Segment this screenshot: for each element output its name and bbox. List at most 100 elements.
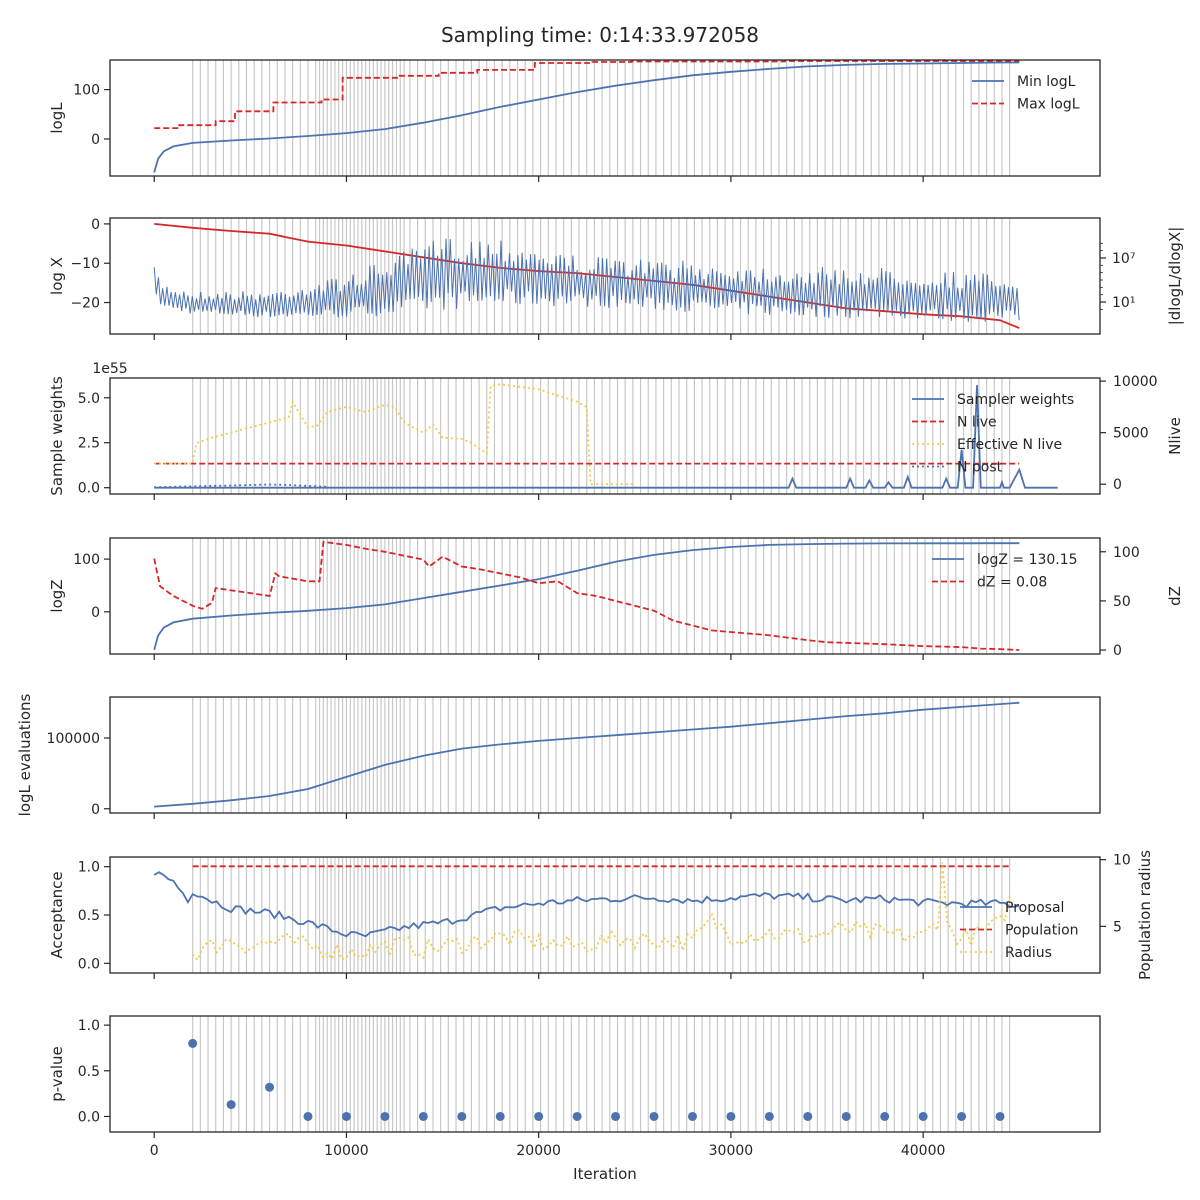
series-dz-0-08 bbox=[153, 540, 1020, 651]
y2-axis-label: Nlive bbox=[1166, 417, 1184, 455]
x-axis-label: Iteration bbox=[573, 1165, 637, 1183]
y2-axis-label: Population radius bbox=[1136, 850, 1154, 980]
data-point bbox=[880, 1111, 890, 1121]
data-point bbox=[380, 1111, 390, 1121]
series-min-logl bbox=[153, 61, 1020, 173]
y-tick-label: −20 bbox=[70, 296, 100, 312]
data-point bbox=[764, 1111, 774, 1121]
legend-label: dZ = 0.08 bbox=[977, 575, 1047, 591]
update-lines bbox=[192, 218, 1011, 334]
legend: logZ = 130.15 dZ = 0.08 bbox=[932, 552, 1078, 591]
update-lines bbox=[192, 857, 1011, 973]
y-tick-label: 0.5 bbox=[78, 1064, 100, 1080]
y-tick-label: 1.0 bbox=[78, 1018, 100, 1034]
series-logX bbox=[153, 238, 1020, 322]
panel-weights: 0.0 2.5 5.0 Sample weights 1e55 0 5000 10000 Nli… bbox=[48, 361, 1184, 500]
plot-area bbox=[153, 538, 1020, 654]
axes-frame bbox=[109, 537, 1101, 655]
axes-frame bbox=[109, 217, 1101, 335]
series-effective-n-live bbox=[154, 383, 635, 486]
update-lines bbox=[192, 378, 1011, 494]
y-axis-label: Sample weights bbox=[48, 376, 66, 496]
legend: Proposal Population Radius bbox=[960, 900, 1079, 961]
y-axis-label: logL bbox=[48, 102, 66, 134]
legend-label: Sampler weights bbox=[957, 392, 1074, 408]
y2-tick-label: 5 bbox=[1113, 919, 1122, 935]
panel-logZ: 0 100 logZ 0 50 100 dZ logZ = 130.15 dZ = 0.08 bbox=[48, 537, 1184, 660]
y2-axis-label: dZ bbox=[1166, 586, 1184, 606]
offset-text: 1e55 bbox=[92, 361, 127, 377]
y-tick-label: 0 bbox=[91, 605, 100, 621]
update-lines bbox=[192, 1016, 1011, 1132]
plot-area bbox=[153, 857, 1020, 973]
y-axis-label: logZ bbox=[48, 579, 66, 612]
legend-label: Min logL bbox=[1017, 74, 1076, 90]
data-point bbox=[841, 1111, 851, 1121]
y-axis-label: logL evaluations bbox=[16, 693, 34, 816]
data-point bbox=[957, 1111, 967, 1121]
data-point bbox=[265, 1082, 275, 1092]
x-tick-label: 30000 bbox=[709, 1143, 754, 1159]
panel-acceptance: 0.0 0.5 1.0 Acceptance 5 10 Population radius P… bbox=[48, 850, 1154, 980]
series-radius bbox=[192, 862, 1011, 962]
data-point bbox=[572, 1111, 582, 1121]
data-point bbox=[226, 1100, 236, 1110]
x-tick-label: 20000 bbox=[516, 1143, 561, 1159]
y-tick-label: 100000 bbox=[47, 731, 100, 747]
plot-area bbox=[188, 1016, 1011, 1132]
series-proposal bbox=[153, 871, 1020, 938]
series-logz-130-15 bbox=[153, 542, 1020, 651]
y-tick-label: 0.0 bbox=[78, 956, 100, 972]
legend: Sampler weights N live Effective N live N p… bbox=[912, 392, 1074, 476]
y-tick-label: 2.5 bbox=[78, 436, 100, 452]
axes-frame bbox=[109, 377, 1101, 495]
data-point bbox=[611, 1111, 621, 1121]
y-tick-label: 0 bbox=[91, 217, 100, 233]
series-max-logl bbox=[154, 60, 1020, 129]
legend-label: Radius bbox=[1005, 945, 1052, 961]
y-axis-label: log X bbox=[48, 257, 66, 295]
data-point bbox=[918, 1111, 928, 1121]
legend-label: logZ = 130.15 bbox=[977, 552, 1078, 568]
update-lines bbox=[192, 697, 1011, 813]
y-tick-label: 100 bbox=[73, 83, 100, 99]
data-point bbox=[687, 1111, 697, 1121]
data-point bbox=[495, 1111, 505, 1121]
legend-label: Max logL bbox=[1017, 97, 1080, 113]
plot-area bbox=[153, 218, 1020, 334]
legend-label: Effective N live bbox=[957, 437, 1062, 453]
panel-pvalue: 0 10000 20000 30000 40000 0.0 0.5 1.0 p-value bbox=[48, 1015, 1101, 1159]
plot-area bbox=[154, 697, 1020, 813]
y-tick-label: −10 bbox=[70, 256, 100, 272]
legend: Min logL Max logL bbox=[972, 74, 1080, 113]
y2-tick-label: 5000 bbox=[1113, 426, 1149, 442]
axes-frame bbox=[109, 59, 1101, 177]
y-tick-label: 100 bbox=[73, 552, 100, 568]
data-point bbox=[803, 1111, 813, 1121]
y2-tick-label: 100 bbox=[1113, 545, 1140, 561]
series-sampler-weights bbox=[154, 385, 1058, 489]
y-axis-label: p-value bbox=[48, 1046, 66, 1102]
data-point bbox=[341, 1111, 351, 1121]
panel-logL: 0 100 logL Min logL Max logL bbox=[48, 59, 1101, 182]
plot-area bbox=[153, 60, 1020, 176]
y2-tick-label: 0 bbox=[1113, 643, 1122, 659]
y2-axis-label: |dlogL/dlogX| bbox=[1166, 227, 1184, 326]
series-n-post bbox=[154, 483, 328, 489]
y2-tick-label: 10000 bbox=[1113, 374, 1158, 390]
y-tick-label: 0 bbox=[91, 132, 100, 148]
y2-tick-label: 50 bbox=[1113, 594, 1131, 610]
x-tick-label: 0 bbox=[150, 1143, 159, 1159]
data-point bbox=[303, 1111, 313, 1121]
axes-frame bbox=[109, 696, 1101, 814]
y2-tick-label: 10 bbox=[1113, 853, 1131, 869]
y-tick-label: 0 bbox=[91, 802, 100, 818]
legend-label: N post bbox=[957, 460, 1003, 476]
y2-tick-label: 10⁷ bbox=[1112, 251, 1135, 267]
axes-frame bbox=[109, 1015, 1101, 1133]
plot-area bbox=[154, 378, 1058, 494]
update-lines bbox=[192, 538, 1011, 654]
